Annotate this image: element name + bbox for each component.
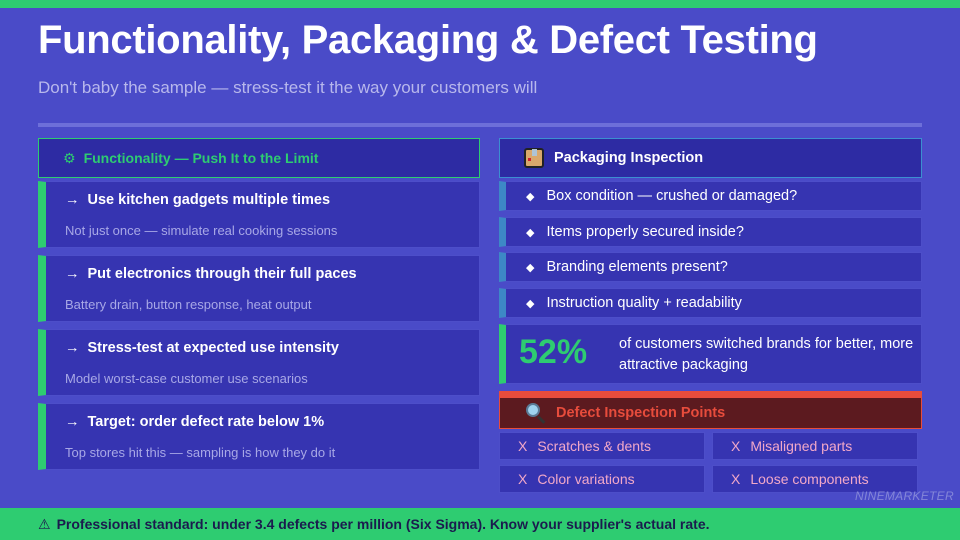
footer-banner: ⚠ Professional standard: under 3.4 defec… <box>0 508 960 540</box>
defect-header: Defect Inspection Points <box>499 391 922 429</box>
packaging-item: ◆ Instruction quality + readability <box>499 288 922 318</box>
diamond-bullet-icon: ◆ <box>526 190 535 203</box>
x-mark-icon: X <box>731 438 741 454</box>
packaging-item-text: Items properly secured inside? <box>546 224 744 240</box>
stat-description: of customers switched brands for better,… <box>619 336 914 373</box>
packaging-item-text: Instruction quality + readability <box>546 295 742 311</box>
defect-item-text: Misaligned parts <box>750 438 853 454</box>
package-icon <box>524 148 544 168</box>
functionality-card: → Put electronics through their full pace… <box>38 255 480 322</box>
functionality-card: → Stress-test at expected use intensity M… <box>38 329 480 396</box>
card-description: Battery drain, button response, heat out… <box>65 297 312 312</box>
defect-item-text: Color variations <box>537 471 635 487</box>
card-title: → Stress-test at expected use intensity <box>65 340 339 356</box>
header-divider <box>38 123 922 127</box>
stat-value: 52% <box>519 333 588 371</box>
functionality-card: → Target: order defect rate below 1% Top … <box>38 403 480 470</box>
card-description: Not just once — simulate real cooking se… <box>65 223 338 238</box>
defect-item-text: Loose components <box>750 471 869 487</box>
x-mark-icon: X <box>731 471 741 487</box>
functionality-header: ⚙ Functionality — Push It to the Limit <box>38 138 480 178</box>
arrow-right-icon: → <box>65 340 80 356</box>
top-accent-bar <box>0 0 960 8</box>
functionality-title: Functionality — Push It to the Limit <box>83 150 319 166</box>
card-title: → Use kitchen gadgets multiple times <box>65 192 330 208</box>
packaging-title: Packaging Inspection <box>554 150 704 166</box>
arrow-right-icon: → <box>65 414 80 430</box>
packaging-item: ◆ Items properly secured inside? <box>499 217 922 247</box>
defect-item: X Scratches & dents <box>499 432 705 460</box>
card-title-text: Put electronics through their full paces <box>87 266 357 282</box>
defect-title: Defect Inspection Points <box>556 405 726 421</box>
packaging-stat: 52% of customers switched brands for bet… <box>499 324 922 384</box>
arrow-right-icon: → <box>65 266 80 282</box>
card-title: → Put electronics through their full pace… <box>65 266 357 282</box>
packaging-item-text: Branding elements present? <box>546 259 728 275</box>
defect-item: X Loose components <box>712 465 918 493</box>
defect-item: X Misaligned parts <box>712 432 918 460</box>
gear-icon: ⚙ <box>63 149 76 166</box>
card-title-text: Target: order defect rate below 1% <box>87 414 325 430</box>
card-title-text: Use kitchen gadgets multiple times <box>87 192 331 208</box>
page-subtitle: Don't baby the sample — stress-test it t… <box>38 78 538 97</box>
packaging-header: Packaging Inspection <box>499 138 922 178</box>
packaging-item-text: Box condition — crushed or damaged? <box>546 188 798 204</box>
warning-icon: ⚠ <box>38 515 51 532</box>
watermark: NINEMARKETER <box>855 489 954 503</box>
defect-item: X Color variations <box>499 465 705 493</box>
packaging-item: ◆ Box condition — crushed or damaged? <box>499 181 922 211</box>
defect-item-text: Scratches & dents <box>537 438 651 454</box>
card-description: Top stores hit this — sampling is how th… <box>65 445 336 460</box>
functionality-card: → Use kitchen gadgets multiple times Not … <box>38 181 480 248</box>
x-mark-icon: X <box>518 438 528 454</box>
card-title: → Target: order defect rate below 1% <box>65 414 324 430</box>
diamond-bullet-icon: ◆ <box>526 297 535 310</box>
arrow-right-icon: → <box>65 192 80 208</box>
card-description: Model worst-case customer use scenarios <box>65 371 308 386</box>
diamond-bullet-icon: ◆ <box>526 261 535 274</box>
card-title-text: Stress-test at expected use intensity <box>87 340 339 356</box>
diamond-bullet-icon: ◆ <box>526 226 535 239</box>
magnifier-icon <box>526 403 546 424</box>
page-title: Functionality, Packaging & Defect Testin… <box>38 18 818 62</box>
packaging-item: ◆ Branding elements present? <box>499 252 922 282</box>
x-mark-icon: X <box>518 471 528 487</box>
footer-text: Professional standard: under 3.4 defects… <box>56 516 710 532</box>
